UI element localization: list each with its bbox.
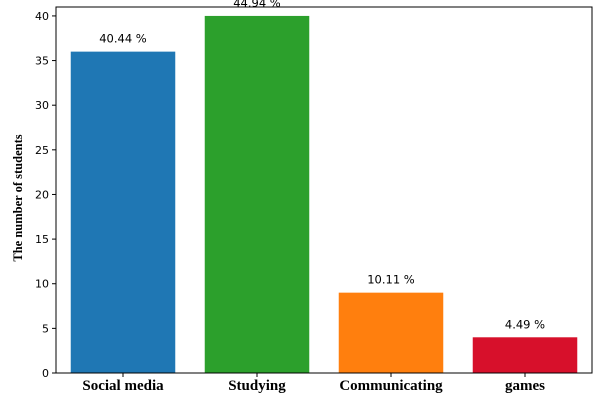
y-tick-label: 40	[35, 10, 49, 23]
bar-data-label: 10.11 %	[367, 273, 415, 287]
y-tick-label: 30	[35, 99, 49, 112]
data-labels-group: 40.44 % 44.94 % 10.11 % 4.49 %	[99, 0, 545, 331]
y-tick-label: 35	[35, 55, 49, 68]
bars-group	[70, 15, 578, 374]
bar-data-label: 40.44 %	[99, 32, 147, 46]
bar-data-label: 44.94 %	[233, 0, 281, 10]
y-tick-label: 0	[42, 367, 49, 380]
bar-studying	[204, 15, 310, 374]
y-tick-label: 20	[35, 188, 49, 201]
bar-social-media	[70, 51, 176, 373]
x-category-label: Studying	[228, 378, 286, 394]
y-axis-ticks: 0 5 10 15 20 25 30 35 40	[35, 10, 56, 380]
y-tick-label: 5	[42, 322, 49, 335]
x-axis-categories: Social media Studying Communicating games	[82, 373, 545, 394]
bar-communicating	[338, 292, 444, 373]
y-tick-label: 15	[35, 233, 49, 246]
x-category-label: games	[505, 378, 545, 394]
y-axis-label: The number of students	[11, 134, 25, 261]
axes-frame	[55, 6, 593, 374]
x-category-label: Communicating	[339, 378, 443, 394]
bar-games	[472, 337, 578, 373]
y-tick-label: 10	[35, 278, 49, 291]
y-tick-label: 25	[35, 144, 49, 157]
bar-data-label: 4.49 %	[505, 317, 545, 331]
x-category-label: Social media	[82, 378, 164, 394]
